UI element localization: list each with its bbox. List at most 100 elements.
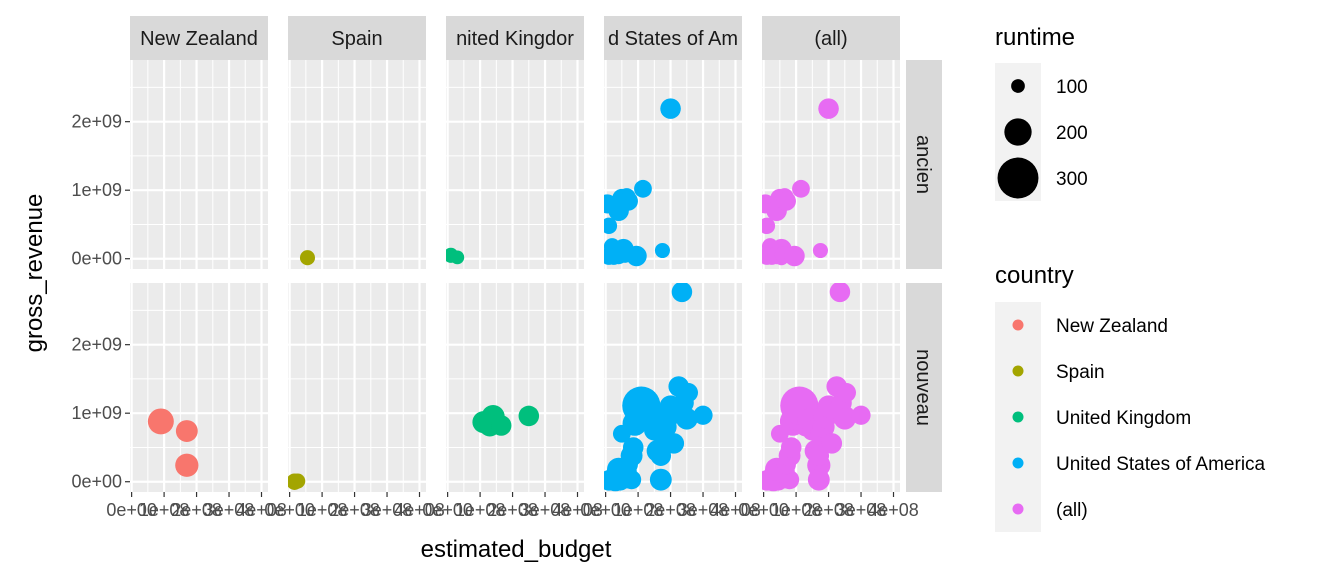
data-point	[175, 453, 199, 477]
data-point	[784, 245, 805, 267]
x-tick-label: 0e+00	[106, 500, 157, 520]
facet-strip-label: nouveau	[912, 349, 934, 426]
data-point	[650, 445, 672, 466]
y-tick-label: 2e+09	[71, 112, 122, 132]
data-point	[654, 242, 670, 259]
data-point	[851, 405, 871, 425]
color-legend-point	[1012, 457, 1024, 469]
facet-strip	[446, 16, 584, 60]
data-point	[450, 250, 465, 265]
x-tick-label: 3e+08	[836, 500, 887, 520]
data-point	[792, 179, 810, 198]
data-point	[147, 408, 174, 435]
point-layer	[147, 98, 871, 492]
panel-background	[762, 60, 900, 269]
x-tick-label: 1e+08	[455, 500, 506, 520]
color-legend-point	[1012, 503, 1024, 515]
color-legend-label: United Kingdom	[1056, 408, 1191, 429]
color-legend-label: New Zealand	[1056, 316, 1168, 337]
x-tick-label: 1e+08	[139, 500, 190, 520]
x-tick-label: 2e+08	[329, 500, 380, 520]
data-point	[678, 383, 699, 403]
facet-strip-label: nited Kingdor	[456, 28, 574, 50]
color-legend-title: country	[995, 262, 1074, 289]
facet-strip	[906, 60, 942, 269]
data-point	[663, 433, 685, 454]
color-legend-point	[1012, 411, 1024, 423]
facet-strip	[130, 16, 268, 60]
y-tick-label: 1e+09	[71, 180, 122, 200]
panel-background	[604, 60, 742, 269]
x-tick-label: 4e+08	[394, 500, 445, 520]
panel-background	[288, 60, 426, 269]
x-tick-label: 3e+08	[204, 500, 255, 520]
x-axis-title: estimated_budget	[421, 536, 612, 563]
x-tick-label: 0e+00	[422, 500, 473, 520]
facet-strip-label: New Zealand	[140, 28, 258, 50]
color-legend-label: Spain	[1056, 362, 1105, 383]
data-point	[622, 437, 644, 458]
plot-panels	[130, 60, 900, 492]
facet-strip-label: Spain	[331, 28, 382, 50]
panel-background	[130, 283, 268, 492]
x-tick-label: 4e+08	[868, 500, 919, 520]
facet-strip-label: d States of Am	[608, 28, 738, 50]
data-point	[821, 433, 843, 454]
color-legend-point	[1012, 365, 1024, 377]
size-legend-title: runtime	[995, 24, 1075, 51]
y-tick-label: 2e+09	[71, 335, 122, 355]
x-tick-label: 1e+08	[297, 500, 348, 520]
size-legend-point	[1004, 118, 1032, 146]
size-legend-point	[1011, 79, 1025, 93]
data-point	[758, 217, 776, 235]
axes: 0e+001e+092e+090e+001e+092e+090e+001e+08…	[71, 112, 918, 520]
panel-background	[446, 60, 584, 269]
color-legend-point	[1012, 319, 1024, 331]
data-point	[671, 281, 693, 303]
facet-strip	[604, 16, 742, 60]
x-tick-label: 2e+08	[803, 500, 854, 520]
facet-strip-label: ancien	[912, 135, 934, 194]
panel-background	[446, 283, 584, 492]
data-point	[836, 383, 857, 403]
panel-background	[288, 283, 426, 492]
x-tick-label: 2e+08	[487, 500, 538, 520]
color-legend-label: United States of America	[1056, 454, 1266, 475]
y-tick-label: 1e+09	[71, 403, 122, 423]
x-tick-label: 2e+08	[645, 500, 696, 520]
data-point	[812, 242, 828, 259]
x-tick-label: 2e+08	[171, 500, 222, 520]
data-point	[175, 420, 198, 442]
data-point	[780, 437, 802, 458]
size-legend-label: 100	[1056, 77, 1088, 98]
x-tick-label: 1e+08	[771, 500, 822, 520]
x-tick-label: 3e+08	[362, 500, 413, 520]
facet-strips: New Zealand Spain nited Kingdor d States of…	[130, 16, 942, 492]
data-point	[490, 415, 512, 436]
data-point	[833, 407, 856, 430]
data-point	[693, 405, 713, 425]
facet-strip-label: (all)	[814, 28, 847, 50]
data-point	[818, 98, 839, 119]
facet-strip	[288, 16, 426, 60]
x-tick-label: 4e+08	[552, 500, 603, 520]
data-point	[675, 407, 698, 430]
size-legend-label: 300	[1056, 169, 1088, 190]
x-tick-label: 1e+08	[613, 500, 664, 520]
data-point	[626, 245, 647, 267]
x-tick-label: 4e+08	[710, 500, 761, 520]
data-point	[634, 179, 652, 198]
data-point	[600, 217, 618, 235]
panel-background	[130, 60, 268, 269]
facet-strip	[762, 16, 900, 60]
data-points	[147, 98, 871, 492]
data-point	[649, 468, 672, 491]
facet-strip	[906, 283, 942, 492]
x-tick-label: 3e+08	[678, 500, 729, 520]
x-tick-label: 0e+00	[264, 500, 315, 520]
y-axis-title: gross_revenue	[21, 194, 48, 353]
data-point	[299, 250, 316, 266]
data-point	[776, 191, 796, 211]
y-tick-label: 0e+00	[71, 472, 122, 492]
